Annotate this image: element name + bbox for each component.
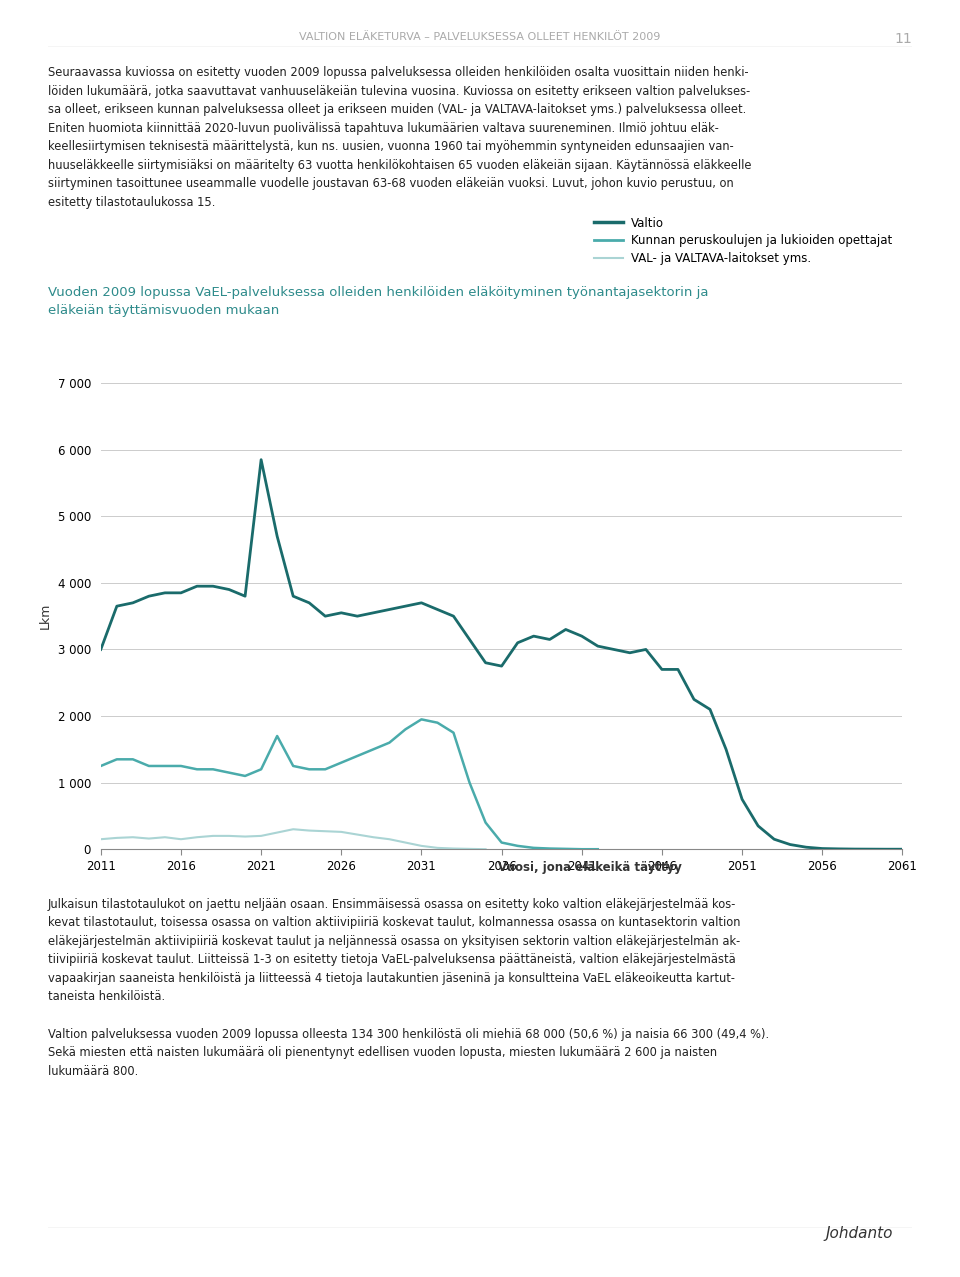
- Text: Seuraavassa kuviossa on esitetty vuoden 2009 lopussa palveluksessa olleiden henk: Seuraavassa kuviossa on esitetty vuoden …: [48, 66, 752, 209]
- Y-axis label: Lkm: Lkm: [39, 603, 52, 630]
- Text: Julkaisun tilastotaulukot on jaettu neljään osaan. Ensimmäisessä osassa on esite: Julkaisun tilastotaulukot on jaettu nelj…: [48, 898, 740, 1004]
- Text: Johdanto: Johdanto: [826, 1226, 893, 1241]
- Text: VALTION ELÄKETURVA – PALVELUKSESSA OLLEET HENKILÖT 2009: VALTION ELÄKETURVA – PALVELUKSESSA OLLEE…: [300, 32, 660, 42]
- Text: Valtion palveluksessa vuoden 2009 lopussa olleesta 134 300 henkilöstä oli miehiä: Valtion palveluksessa vuoden 2009 lopuss…: [48, 1028, 769, 1078]
- Text: Vuosi, jona eläkeikä täyttyy: Vuosi, jona eläkeikä täyttyy: [498, 861, 683, 873]
- Text: Vuoden 2009 lopussa VaEL-palveluksessa olleiden henkilöiden eläköityminen työnan: Vuoden 2009 lopussa VaEL-palveluksessa o…: [48, 286, 708, 317]
- Legend: Valtio, Kunnan peruskoulujen ja lukioiden opettajat, VAL- ja VALTAVA-laitokset y: Valtio, Kunnan peruskoulujen ja lukioide…: [589, 212, 897, 269]
- Text: 11: 11: [895, 32, 912, 46]
